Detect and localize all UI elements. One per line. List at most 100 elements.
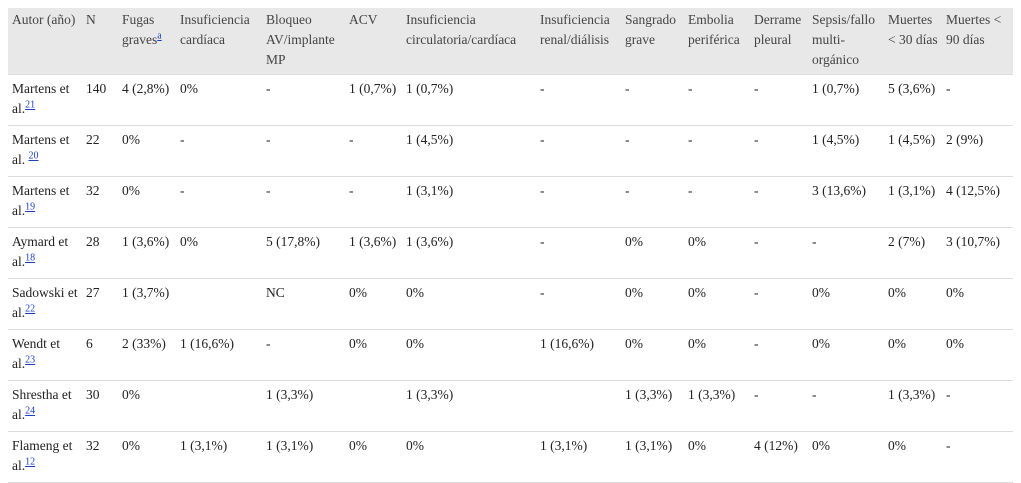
data-cell: -: [684, 176, 750, 228]
data-cell: 1 (16,6%): [536, 329, 621, 381]
author-cell: Martens et al. 20: [8, 125, 82, 177]
cell-text: Martens et al.: [12, 183, 70, 218]
data-cell: -: [262, 125, 345, 177]
data-cell: [176, 380, 262, 432]
column-header: Fugas gravesa: [118, 8, 176, 75]
data-cell: 0%: [942, 278, 1013, 330]
data-cell: -: [536, 74, 621, 126]
header-row: Autor (año) N Fugas gravesa Insuficiencia c…: [8, 8, 1013, 75]
data-cell: [345, 380, 402, 432]
reference-link[interactable]: 22: [25, 303, 36, 315]
data-cell: 1 (4,5%): [884, 125, 942, 177]
data-cell: 1 (3,1%): [262, 431, 345, 483]
data-cell: -: [345, 125, 402, 177]
reference: 24: [25, 406, 35, 417]
data-cell: 1 (3,1%): [176, 431, 262, 483]
data-cell: 1 (3,6%): [345, 227, 402, 279]
data-cell: 0%: [884, 431, 942, 483]
data-cell: -: [684, 125, 750, 177]
data-cell: -: [621, 176, 684, 228]
data-cell: -: [536, 278, 621, 330]
data-cell: 140: [82, 74, 118, 126]
data-cell: 3 (13,6%): [808, 176, 884, 228]
data-cell: 1 (3,1%): [536, 431, 621, 483]
reference-link[interactable]: 20: [28, 150, 39, 162]
data-cell: -: [808, 227, 884, 279]
table-row: Shrestha et al.24 30 0% 1 (3,3%) 1 (3,3%) 1 (…: [8, 380, 1013, 432]
data-cell: 32: [82, 176, 118, 228]
table-row: Wendt et al.23 6 2 (33%) 1 (16,6%) -0% 0% 1 (1…: [8, 329, 1013, 381]
data-cell: -: [942, 431, 1013, 483]
reference-link[interactable]: 21: [25, 99, 36, 111]
data-cell: -: [750, 380, 808, 432]
data-cell: 0%: [345, 431, 402, 483]
data-cell: 0%: [345, 278, 402, 330]
data-cell: 0%: [402, 431, 536, 483]
reference: 21: [25, 100, 35, 111]
data-cell: 4 (12%): [750, 431, 808, 483]
data-cell: NC: [262, 278, 345, 330]
table-header: Autor (año) N Fugas gravesa Insuficiencia c…: [8, 8, 1013, 75]
data-cell: 0%: [808, 431, 884, 483]
data-cell: 1 (4,5%): [808, 125, 884, 177]
cell-text: Shrestha et al.: [12, 387, 72, 422]
reference-link[interactable]: a: [157, 30, 162, 42]
column-header: Sepsis/fallo multi-orgánico: [808, 8, 884, 75]
author-cell: Flameng et al.12: [8, 431, 82, 483]
data-cell: 0%: [621, 329, 684, 381]
data-cell: 0%: [118, 176, 176, 228]
reference-link[interactable]: 23: [25, 354, 36, 366]
data-cell: 1 (3,3%): [262, 380, 345, 432]
table-row: Martens et al.21 140 4 (2,8%) 0% -1 (0,7%) 1 …: [8, 74, 1013, 126]
table-row: Martens et al. 20 22 0% - - -1 (4,5%) - - - -1 (4…: [8, 125, 1013, 177]
data-cell: 1 (3,3%): [884, 380, 942, 432]
table-row: Flameng et al.12 32 0% 1 (3,1%) 1 (3,1%) 0% 0%…: [8, 431, 1013, 483]
data-cell: [536, 380, 621, 432]
cell-text: Autor (año): [12, 12, 76, 27]
data-cell: 1 (3,7%): [118, 278, 176, 330]
data-cell: -: [808, 380, 884, 432]
data-cell: 0%: [118, 431, 176, 483]
results-table: Autor (año) N Fugas gravesa Insuficiencia c…: [8, 8, 1013, 483]
data-cell: 22: [82, 125, 118, 177]
column-header: Insuficiencia renal/diálisis: [536, 8, 621, 75]
cell-text: Fugas graves: [122, 12, 158, 47]
data-cell: 28: [82, 227, 118, 279]
data-cell: 1 (3,1%): [621, 431, 684, 483]
table-row: Aymard et al.18 28 1 (3,6%) 0% 5 (17,8%) 1 (3…: [8, 227, 1013, 279]
reference: 22: [25, 304, 35, 315]
author-cell: Martens et al.19: [8, 176, 82, 228]
table-row: Sadowski et al.22 27 1 (3,7%) NC 0% 0% -0% 0% -0…: [8, 278, 1013, 330]
data-cell: 2 (7%): [884, 227, 942, 279]
data-cell: 0%: [402, 278, 536, 330]
data-cell: 0%: [684, 278, 750, 330]
data-cell: 5 (17,8%): [262, 227, 345, 279]
data-cell: 1 (3,1%): [884, 176, 942, 228]
data-cell: -: [942, 74, 1013, 126]
data-cell: 1 (0,7%): [402, 74, 536, 126]
data-cell: [176, 278, 262, 330]
reference-link[interactable]: 18: [25, 252, 36, 264]
cell-text: Insuficiencia cardíaca: [180, 12, 250, 47]
author-cell: Shrestha et al.24: [8, 380, 82, 432]
cell-text: N: [86, 12, 96, 27]
data-cell: 1 (3,6%): [118, 227, 176, 279]
reference-link[interactable]: 19: [25, 201, 36, 213]
reference-link[interactable]: 24: [25, 405, 36, 417]
cell-text: Wendt et al.: [12, 336, 61, 371]
data-cell: 1 (3,3%): [621, 380, 684, 432]
column-header: ACV: [345, 8, 402, 75]
reference-link[interactable]: 12: [25, 456, 36, 468]
data-cell: 3 (10,7%): [942, 227, 1013, 279]
data-cell: -: [536, 176, 621, 228]
data-cell: 1 (0,7%): [345, 74, 402, 126]
author-cell: Aymard et al.18: [8, 227, 82, 279]
column-header: Insuficiencia cardíaca: [176, 8, 262, 75]
cell-text: Flameng et al.: [12, 438, 73, 473]
data-cell: 0%: [684, 431, 750, 483]
data-cell: 5 (3,6%): [884, 74, 942, 126]
table-row: Martens et al.19 32 0% - - -1 (3,1%) - - - -3 (13…: [8, 176, 1013, 228]
reference: 12: [25, 457, 35, 468]
data-cell: 0%: [118, 125, 176, 177]
